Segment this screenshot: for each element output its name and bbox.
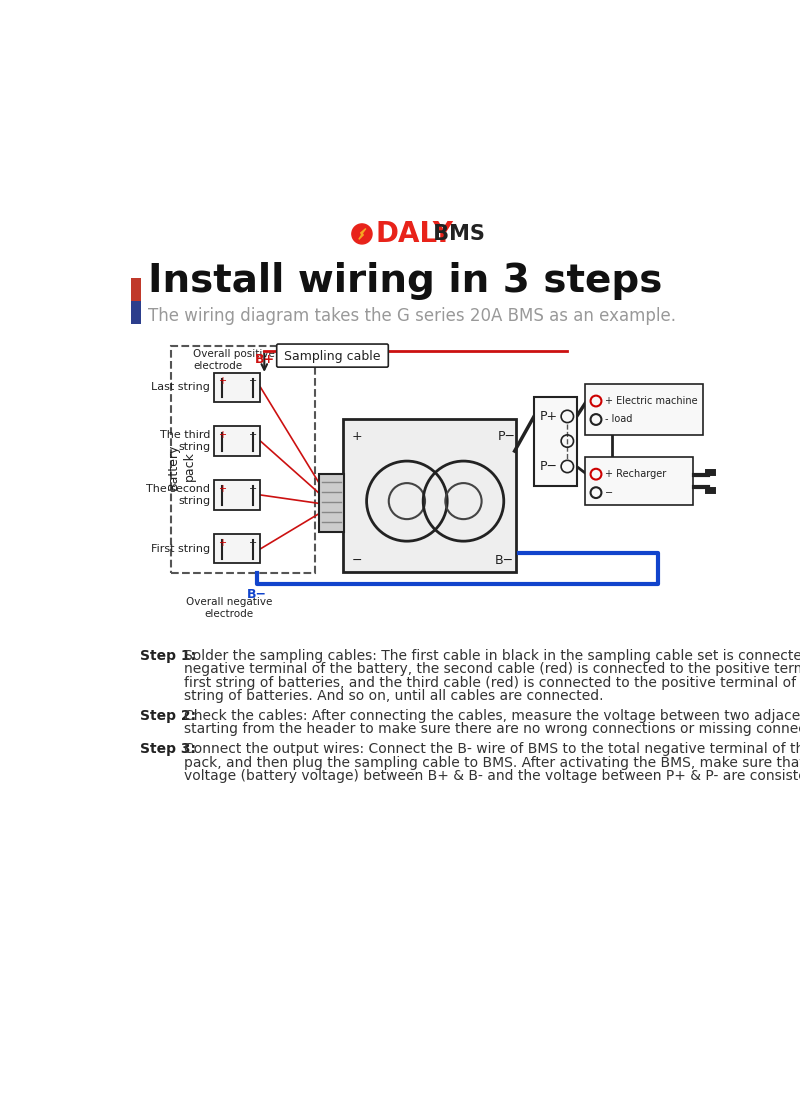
Text: first string of batteries, and the third cable (red) is connected to the positiv: first string of batteries, and the third…	[184, 676, 800, 689]
Text: P−: P−	[539, 460, 558, 473]
Text: −: −	[249, 376, 257, 387]
Text: starting from the header to make sure there are no wrong connections or missing : starting from the header to make sure th…	[184, 722, 800, 737]
Text: +: +	[352, 430, 362, 443]
FancyBboxPatch shape	[342, 419, 516, 572]
Text: Battery
pack: Battery pack	[167, 443, 196, 490]
Text: negative terminal of the battery, the second cable (red) is connected to the pos: negative terminal of the battery, the se…	[184, 662, 800, 676]
Text: −: −	[352, 553, 362, 567]
Text: + Electric machine: + Electric machine	[606, 396, 698, 406]
FancyBboxPatch shape	[534, 397, 577, 486]
Text: Sampling cable: Sampling cable	[284, 350, 381, 363]
FancyBboxPatch shape	[214, 426, 261, 456]
FancyBboxPatch shape	[214, 534, 261, 563]
Text: voltage (battery voltage) between B+ & B- and the voltage between P+ & P- are co: voltage (battery voltage) between B+ & B…	[184, 769, 800, 783]
Text: Step 1:: Step 1:	[140, 649, 202, 663]
FancyBboxPatch shape	[585, 384, 703, 435]
Text: Solder the sampling cables: The first cable in black in the sampling cable set i: Solder the sampling cables: The first ca…	[184, 649, 800, 663]
Bar	[131, 301, 141, 324]
Text: The third
string: The third string	[160, 431, 210, 452]
Text: pack, and then plug the sampling cable to BMS. After activating the BMS, make su: pack, and then plug the sampling cable t…	[184, 755, 800, 769]
Text: Overall positive
electrode: Overall positive electrode	[193, 350, 275, 372]
Text: Install wiring in 3 steps: Install wiring in 3 steps	[148, 262, 662, 300]
Text: B+: B+	[255, 353, 275, 365]
Text: - load: - load	[606, 414, 633, 424]
FancyBboxPatch shape	[277, 344, 388, 367]
Text: B−: B−	[494, 553, 514, 567]
Text: Last string: Last string	[151, 383, 210, 392]
FancyBboxPatch shape	[585, 457, 693, 505]
Text: +: +	[218, 376, 226, 387]
Text: BMS: BMS	[426, 224, 485, 244]
Text: P−: P−	[498, 430, 515, 443]
Circle shape	[352, 224, 372, 244]
Text: + Recharger: + Recharger	[606, 469, 666, 479]
Text: −: −	[249, 431, 257, 441]
Text: Step 2:: Step 2:	[140, 709, 202, 723]
FancyBboxPatch shape	[214, 480, 261, 510]
Text: The second
string: The second string	[146, 484, 210, 505]
Text: string of batteries. And so on, until all cables are connected.: string of batteries. And so on, until al…	[184, 689, 603, 704]
Text: Connect the output wires: Connect the B- wire of BMS to the total negative termi: Connect the output wires: Connect the B-…	[184, 742, 800, 756]
Text: +: +	[218, 484, 226, 494]
Text: −: −	[249, 484, 257, 494]
Text: P+: P+	[539, 410, 558, 423]
Bar	[131, 277, 141, 301]
Text: −: −	[249, 538, 257, 548]
Text: +: +	[218, 431, 226, 441]
Text: Step 3:: Step 3:	[140, 742, 201, 756]
FancyBboxPatch shape	[214, 373, 261, 402]
Text: Overall negative
electrode: Overall negative electrode	[186, 597, 273, 619]
Text: Check the cables: After connecting the cables, measure the voltage between two a: Check the cables: After connecting the c…	[184, 709, 800, 723]
Text: −: −	[606, 488, 614, 498]
Text: First string: First string	[151, 544, 210, 553]
Text: B−: B−	[246, 589, 266, 601]
Text: DALY: DALY	[375, 220, 453, 248]
Text: +: +	[218, 538, 226, 548]
Text: The wiring diagram takes the G series 20A BMS as an example.: The wiring diagram takes the G series 20…	[148, 307, 676, 326]
FancyBboxPatch shape	[319, 475, 344, 532]
Polygon shape	[359, 229, 366, 239]
